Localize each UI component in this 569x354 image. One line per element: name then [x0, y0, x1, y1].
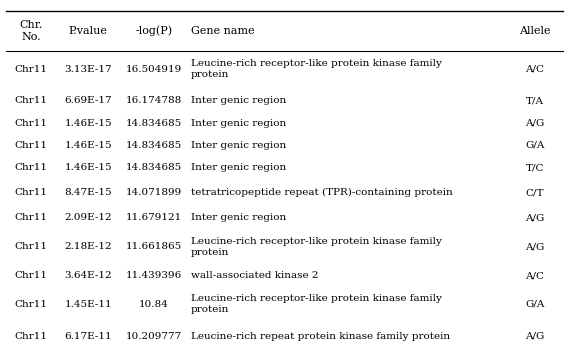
- Text: 1.46E-15: 1.46E-15: [64, 141, 112, 150]
- Text: 11.661865: 11.661865: [126, 242, 182, 251]
- Text: P.value: P.value: [69, 26, 108, 36]
- Text: tetratricopeptide repeat (TPR)-containing protein: tetratricopeptide repeat (TPR)-containin…: [191, 188, 452, 197]
- Text: Chr11: Chr11: [15, 213, 48, 222]
- Text: A/G: A/G: [525, 119, 545, 127]
- Text: 14.834685: 14.834685: [126, 163, 182, 172]
- Text: 10.209777: 10.209777: [126, 332, 182, 341]
- Text: 1.46E-15: 1.46E-15: [64, 119, 112, 127]
- Text: Leucine-rich receptor-like protein kinase family
protein: Leucine-rich receptor-like protein kinas…: [191, 295, 442, 314]
- Text: 10.84: 10.84: [139, 300, 168, 309]
- Text: 1.45E-11: 1.45E-11: [64, 300, 112, 309]
- Text: Chr11: Chr11: [15, 96, 48, 105]
- Text: G/A: G/A: [525, 300, 545, 309]
- Text: A/C: A/C: [525, 64, 545, 74]
- Text: A/G: A/G: [525, 332, 545, 341]
- Text: Chr11: Chr11: [15, 300, 48, 309]
- Text: 3.64E-12: 3.64E-12: [64, 271, 112, 280]
- Text: 6.69E-17: 6.69E-17: [64, 96, 112, 105]
- Text: T/A: T/A: [526, 96, 544, 105]
- Text: 2.09E-12: 2.09E-12: [64, 213, 112, 222]
- Text: Gene name: Gene name: [191, 26, 254, 36]
- Text: Chr11: Chr11: [15, 163, 48, 172]
- Text: G/A: G/A: [525, 141, 545, 150]
- Text: Inter genic region: Inter genic region: [191, 163, 286, 172]
- Text: 16.504919: 16.504919: [126, 64, 182, 74]
- Text: wall-associated kinase 2: wall-associated kinase 2: [191, 271, 318, 280]
- Text: 1.46E-15: 1.46E-15: [64, 163, 112, 172]
- Text: Inter genic region: Inter genic region: [191, 213, 286, 222]
- Text: 2.18E-12: 2.18E-12: [64, 242, 112, 251]
- Text: Leucine-rich repeat protein kinase family protein: Leucine-rich repeat protein kinase famil…: [191, 332, 450, 341]
- Text: A/C: A/C: [525, 271, 545, 280]
- Text: Chr11: Chr11: [15, 64, 48, 74]
- Text: 11.439396: 11.439396: [126, 271, 182, 280]
- Text: Leucine-rich receptor-like protein kinase family
protein: Leucine-rich receptor-like protein kinas…: [191, 59, 442, 79]
- Text: A/G: A/G: [525, 213, 545, 222]
- Text: Chr.
No.: Chr. No.: [19, 20, 43, 42]
- Text: C/T: C/T: [526, 188, 544, 197]
- Text: Chr11: Chr11: [15, 119, 48, 127]
- Text: Chr11: Chr11: [15, 141, 48, 150]
- Text: T/C: T/C: [526, 163, 544, 172]
- Text: Inter genic region: Inter genic region: [191, 96, 286, 105]
- Text: -log(P): -log(P): [135, 26, 172, 36]
- Text: 16.174788: 16.174788: [126, 96, 182, 105]
- Text: Chr11: Chr11: [15, 332, 48, 341]
- Text: Allele: Allele: [519, 26, 551, 36]
- Text: Leucine-rich receptor-like protein kinase family
protein: Leucine-rich receptor-like protein kinas…: [191, 237, 442, 257]
- Text: Chr11: Chr11: [15, 242, 48, 251]
- Text: Inter genic region: Inter genic region: [191, 141, 286, 150]
- Text: Inter genic region: Inter genic region: [191, 119, 286, 127]
- Text: 8.47E-15: 8.47E-15: [64, 188, 112, 197]
- Text: 14.834685: 14.834685: [126, 119, 182, 127]
- Text: 14.071899: 14.071899: [126, 188, 182, 197]
- Text: 14.834685: 14.834685: [126, 141, 182, 150]
- Text: 3.13E-17: 3.13E-17: [64, 64, 112, 74]
- Text: 11.679121: 11.679121: [126, 213, 182, 222]
- Text: A/G: A/G: [525, 242, 545, 251]
- Text: Chr11: Chr11: [15, 188, 48, 197]
- Text: 6.17E-11: 6.17E-11: [64, 332, 112, 341]
- Text: Chr11: Chr11: [15, 271, 48, 280]
